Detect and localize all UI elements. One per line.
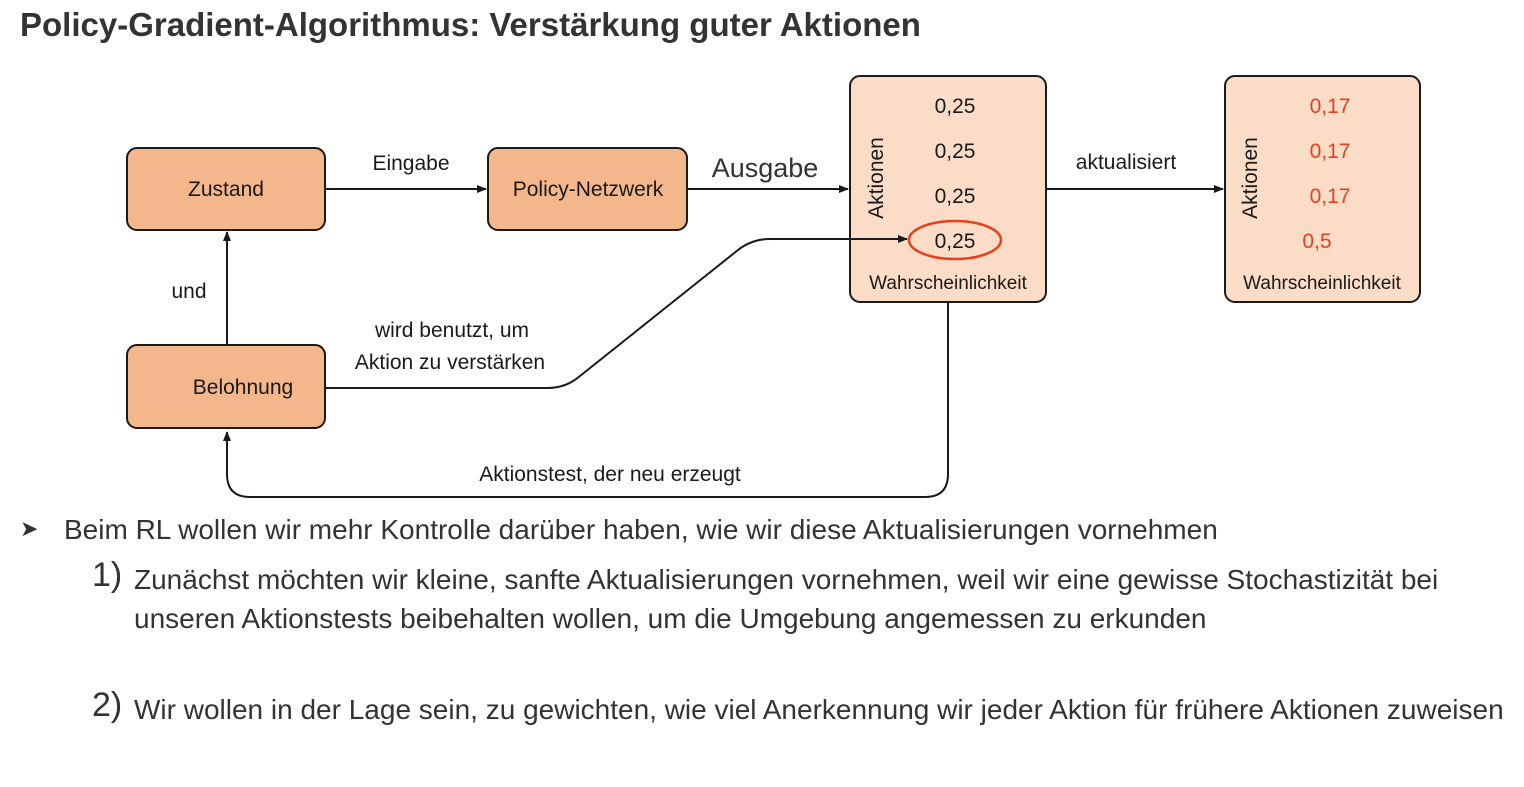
edge-reinforce-label-line1: wird benutzt, um xyxy=(374,319,529,342)
probability-value-before: 0,25 xyxy=(935,230,976,253)
list-item-text: Zunächst möchten wir kleine, sanfte Aktu… xyxy=(134,564,1439,634)
probability-value-after: 0,17 xyxy=(1310,140,1351,163)
list-item-number: 1) xyxy=(92,556,123,594)
edge-test-arrow xyxy=(223,302,949,498)
edge-test-label: Aktionstest, der neu erzeugt xyxy=(479,463,741,486)
bullet-arrow-icon: ➤ xyxy=(20,516,39,541)
actions-axis-label-after: Aktionen xyxy=(1239,137,1262,219)
policy-network-label: Policy-Netzwerk xyxy=(513,178,664,201)
probability-value-before: 0,25 xyxy=(935,95,976,118)
probability-box-after xyxy=(1224,75,1421,303)
policy-gradient-diagram: Zustand Policy-Netzwerk Belohnung Aktion… xyxy=(126,75,1421,498)
edge-updated-label: aktualisiert xyxy=(1076,151,1177,174)
probability-value-after: 0,17 xyxy=(1310,95,1351,118)
edge-reinforce-label-line2: Aktion zu verstärken xyxy=(355,351,545,374)
probability-label-before: Wahrscheinlichkeit xyxy=(869,273,1027,294)
reward-box-label: Belohnung xyxy=(193,376,293,399)
probability-label-after: Wahrscheinlichkeit xyxy=(1243,273,1401,294)
bullet-main: Beim RL wollen wir mehr Kontrolle darübe… xyxy=(64,514,1218,545)
probability-value-before: 0,25 xyxy=(935,140,976,163)
edge-output-label: Ausgabe xyxy=(712,153,819,183)
list-item-number: 2) xyxy=(92,686,123,724)
probability-value-after: 0,17 xyxy=(1310,185,1351,208)
edge-input-label: Eingabe xyxy=(372,152,449,175)
actions-axis-label-before: Aktionen xyxy=(865,137,888,219)
probability-value-after: 0,5 xyxy=(1302,230,1331,253)
page-title: Policy-Gradient-Algorithmus: Verstärkung… xyxy=(20,6,921,43)
list-item-text: Wir wollen in der Lage sein, zu gewichte… xyxy=(134,694,1504,725)
selected-action-highlight xyxy=(907,219,1003,261)
edge-reinforce-arrow xyxy=(325,235,908,389)
probability-value-before: 0,25 xyxy=(935,185,976,208)
edge-and-label: und xyxy=(171,280,206,303)
state-box-label: Zustand xyxy=(188,178,264,201)
